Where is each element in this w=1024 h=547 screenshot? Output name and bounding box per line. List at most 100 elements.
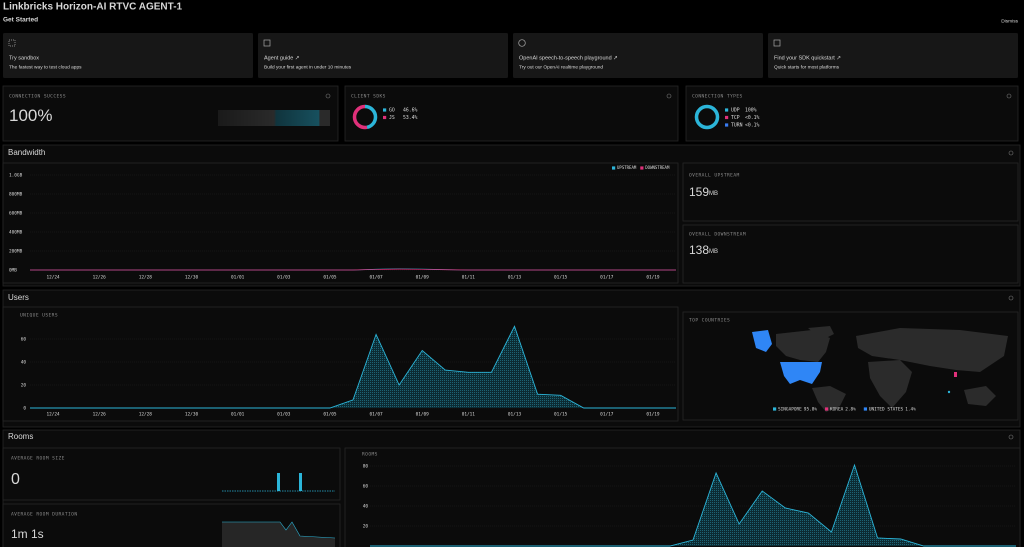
country: [947, 390, 951, 394]
x-tick-label: 01/01: [231, 412, 245, 418]
sparkline: [222, 522, 335, 547]
y-tick-label: 60: [363, 484, 369, 490]
legend-label: KOREA: [830, 407, 844, 413]
info-icon[interactable]: [666, 93, 672, 99]
panel-title: UNIQUE USERS: [20, 313, 58, 319]
y-tick-label: 80: [363, 464, 369, 470]
world-map: [752, 326, 1008, 412]
spark-spike: [299, 473, 302, 491]
panel: [682, 224, 1019, 284]
stat-value: 0: [11, 471, 20, 488]
y-tick-label: 200MB: [9, 249, 23, 255]
info-icon[interactable]: [1006, 93, 1012, 99]
legend-label: UNITED STATES: [869, 407, 904, 413]
panel: [344, 85, 679, 142]
icon: [773, 39, 781, 47]
legend-label: UPSTREAM: [617, 165, 637, 170]
land: [812, 386, 846, 412]
land: [808, 326, 834, 340]
legend-swatch: [612, 166, 616, 170]
x-tick-label: 01/17: [600, 275, 614, 281]
panel-title: TOP COUNTRIES: [689, 318, 730, 324]
info-icon[interactable]: [1008, 295, 1014, 301]
card[interactable]: [768, 33, 1018, 78]
legend-swatch: [725, 123, 729, 127]
x-tick-label: 01/11: [462, 275, 476, 281]
legend-value: 100%: [745, 108, 757, 114]
land: [776, 330, 830, 362]
sparkline: [222, 521, 336, 539]
card[interactable]: [3, 33, 253, 78]
info-icon[interactable]: [325, 93, 331, 99]
value: 138: [689, 243, 709, 257]
section-title: Bandwidth: [8, 148, 45, 157]
spark-spike: [277, 473, 280, 491]
card-title: Agent guide ↗: [264, 55, 300, 61]
x-tick-label: 01/13: [508, 412, 522, 418]
card-text: Quick starts for most platforms: [774, 64, 840, 70]
x-tick-label: 01/05: [323, 275, 337, 281]
panel-title: CLIENT SDKS: [351, 94, 386, 100]
page-title: Linkbricks Horizon-AI RTVC AGENT-1: [3, 2, 183, 13]
x-tick-label: 12/28: [139, 412, 153, 418]
line: [30, 325, 676, 409]
x-tick-label: 01/01: [231, 275, 245, 281]
value: 100: [9, 106, 37, 125]
unit: %: [37, 106, 52, 125]
info-icon[interactable]: [1008, 150, 1014, 156]
legend-swatch: [640, 166, 644, 170]
x-tick-label: 01/15: [554, 275, 568, 281]
legend-label: GO: [389, 108, 395, 114]
section-title: Users: [8, 293, 29, 302]
get-started: Get Started: [3, 17, 38, 24]
stat-title: AVERAGE ROOM SIZE: [11, 456, 65, 462]
donut-segment: [694, 104, 720, 130]
legend-swatch: [825, 407, 829, 411]
x-tick-label: 01/09: [416, 275, 430, 281]
y-tick-label: 600MB: [9, 211, 23, 217]
x-tick-label: 12/28: [139, 275, 153, 281]
card-text: Build your first agent in under 10 minut…: [264, 64, 352, 70]
legend-label: TCP: [731, 115, 740, 121]
sparkbar: [218, 110, 330, 126]
stat-title: OVERALL UPSTREAM: [689, 173, 740, 179]
stat-value: 100%: [9, 106, 53, 125]
icon: [263, 39, 271, 47]
y-tick-label: 400MB: [9, 230, 23, 236]
section-title: Rooms: [8, 432, 33, 441]
y-tick-label: 60: [21, 337, 27, 343]
area: [370, 465, 1016, 546]
card-text: Try out our OpenAI realtime playground: [519, 64, 603, 70]
y-tick-label: 0MB: [9, 268, 17, 274]
stat-value: 159MB: [689, 185, 718, 199]
panel: [2, 447, 341, 501]
legend-swatch: [725, 115, 729, 120]
icon: [8, 39, 16, 47]
stat-value: 138MB: [689, 243, 718, 257]
card[interactable]: [513, 33, 763, 78]
y-tick-label: 40: [21, 360, 27, 366]
x-tick-label: 01/17: [600, 412, 614, 418]
x-tick-label: 12/30: [185, 275, 199, 281]
legend-value: 53.4%: [403, 115, 418, 121]
value: 159: [689, 185, 709, 199]
info-icon[interactable]: [1008, 434, 1014, 440]
line: [370, 463, 1016, 547]
card-title: Find your SDK quickstart ↗: [774, 55, 841, 61]
legend-swatch: [383, 108, 387, 112]
card[interactable]: [258, 33, 508, 78]
stat-title: CONNECTION SUCCESS: [9, 94, 66, 100]
y-tick-label: 1.0GB: [9, 173, 23, 179]
stat-value: 1m 1s: [11, 527, 44, 541]
line: [30, 268, 676, 271]
x-tick-label: 12/26: [93, 412, 107, 418]
legend-label: DOWNSTREAM: [645, 165, 670, 170]
x-tick-label: 12/24: [46, 412, 60, 418]
dismiss[interactable]: Dismiss: [1001, 18, 1018, 24]
legend-swatch: [773, 407, 777, 411]
card-title: OpenAI speech-to-speech playground ↗: [519, 55, 618, 61]
y-tick-label: 20: [363, 524, 369, 530]
panel: [2, 162, 679, 284]
y-tick-label: 40: [363, 504, 369, 510]
x-tick-label: 01/15: [554, 412, 568, 418]
